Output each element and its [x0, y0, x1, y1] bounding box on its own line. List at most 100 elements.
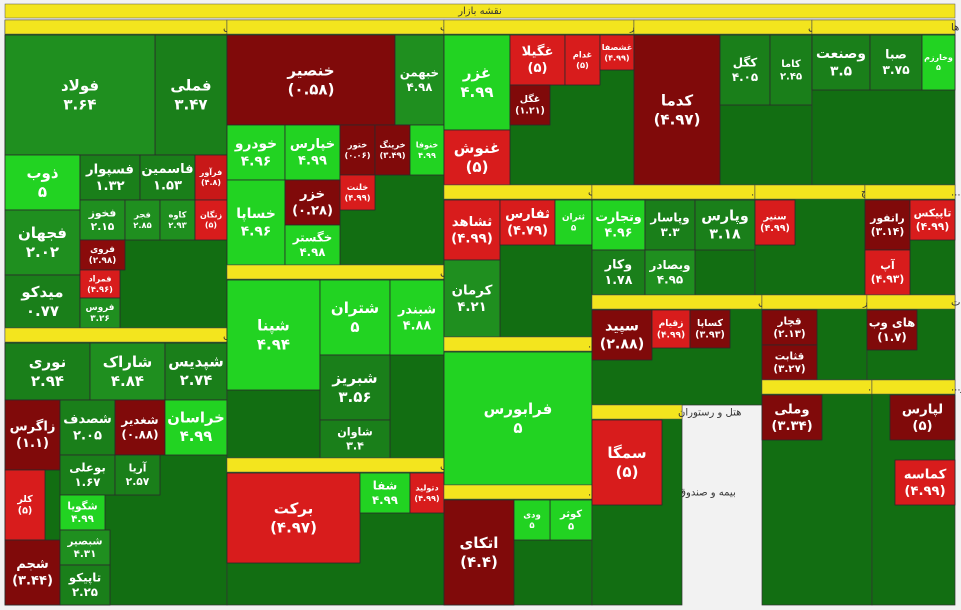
sector-name: هتل و رستوران — [678, 408, 741, 419]
tile — [319, 354, 391, 421]
tile-name: شجم — [16, 557, 49, 572]
tile-name: قچار — [777, 315, 802, 327]
tile-name: قثابت — [775, 350, 805, 362]
tile-name: سنیر — [762, 211, 786, 222]
tile — [591, 419, 663, 506]
tile-name: زقیام — [659, 319, 684, 329]
tile-name: شتران — [331, 299, 379, 317]
tile-change: (۵) — [466, 158, 489, 176]
tile — [443, 129, 511, 186]
sector: محصولات غذایی و آشامیدنی بجز قند و شکرغز… — [443, 19, 813, 186]
tile-change: ۳.۲۶ — [90, 314, 109, 324]
tile-name: خنصیر — [286, 62, 334, 80]
sector-header — [864, 184, 956, 200]
tile-name: تاپیکو — [68, 570, 101, 585]
tile — [509, 34, 566, 86]
tile-name: فروس — [86, 303, 115, 313]
tile-name: فرآور — [199, 167, 223, 177]
tile-change: ۴.۹۹ — [372, 493, 398, 507]
tile-name: خساپا — [236, 206, 276, 222]
tile-change: (۵) — [18, 506, 33, 517]
sector: هتل و رستوران سمگا(۵) — [591, 404, 741, 606]
sector-header — [591, 184, 756, 200]
tile-name: شفا — [373, 478, 397, 492]
tile-change: ۳.۳ — [660, 225, 680, 239]
tile-name: خلنت — [347, 182, 369, 192]
tile — [599, 34, 635, 71]
tile — [226, 124, 286, 181]
tile-change: ۲.۲۵ — [72, 585, 98, 599]
tile-change: (۴.۸) — [201, 178, 221, 187]
tile-name: وپاسار — [649, 210, 689, 225]
tile — [651, 309, 691, 349]
tile — [284, 124, 341, 181]
tile-change: (۲.۹۸) — [89, 256, 117, 266]
tile — [59, 564, 111, 606]
tile — [443, 199, 501, 261]
tile — [591, 199, 646, 251]
tile — [689, 309, 731, 349]
tile-name: برکت — [274, 500, 314, 518]
tile-name: کساپا — [697, 318, 723, 329]
tile-change: (۴.۹۹) — [904, 484, 945, 499]
tile — [513, 499, 551, 541]
tile — [59, 529, 111, 566]
sector-header — [754, 184, 866, 200]
tile-change: ۴.۳۱ — [74, 548, 97, 560]
map-title: نقشه بازار — [457, 6, 502, 17]
tile-change: (۴.۷۹) — [507, 224, 548, 239]
tile — [79, 297, 121, 329]
tile — [409, 472, 445, 514]
tile-change: ۴.۹۹ — [71, 513, 94, 525]
tile-change: ۲.۰۲ — [26, 243, 59, 261]
tile — [59, 454, 116, 496]
tile — [139, 154, 196, 201]
tile — [284, 179, 341, 226]
tile — [894, 459, 956, 506]
sector-header — [591, 404, 683, 420]
tile-name: وخارزم — [924, 53, 953, 62]
tile — [394, 34, 445, 126]
tile-change: (۳.۱۴) — [871, 225, 904, 238]
tile — [226, 279, 321, 391]
tile-name: ختور — [347, 140, 367, 151]
tile-name: شاراک — [103, 353, 153, 371]
tile-name: شپدیس — [168, 354, 223, 371]
tile — [154, 34, 228, 156]
tile-name: غگل — [520, 93, 541, 105]
tile-name: وپارس — [701, 208, 748, 224]
sector-name: مخابرات — [951, 298, 961, 309]
tile — [769, 34, 813, 106]
title-bar — [4, 3, 956, 19]
tile-name: ثفارس — [505, 207, 550, 222]
tile-name: کوثر — [559, 509, 582, 520]
tile-change: ۲.۱۵ — [91, 220, 115, 233]
sector: ساخت رادیو... لپارس(۵) کماسه(۴.۹۹) — [871, 379, 961, 606]
tile-change: (۵) — [912, 419, 932, 434]
tile-name: خراسان — [167, 410, 225, 427]
tile-change: ۴.۹۹ — [460, 83, 493, 101]
tile — [761, 309, 818, 346]
tile — [4, 154, 81, 211]
tile-name: ثشاهد — [452, 215, 493, 230]
tile — [114, 399, 166, 456]
tile-name: کگل — [733, 55, 758, 69]
tile — [4, 399, 61, 471]
tile-name: شاوان — [337, 425, 372, 438]
tile — [194, 199, 228, 241]
sector: مخابرات های وب(۱.۷) — [866, 294, 961, 381]
tile-change: (۵) — [205, 221, 217, 230]
tile-name: وکار — [604, 256, 632, 271]
tile — [644, 249, 696, 296]
tile — [4, 274, 81, 329]
sector-header — [226, 457, 445, 473]
tile — [226, 34, 396, 126]
tile-change: (۱.۷) — [877, 330, 907, 344]
tile-change: (۴.۹۹) — [760, 223, 790, 234]
tile-change: (۰.۲۸) — [292, 204, 333, 219]
tile-name: فسپوار — [85, 163, 134, 178]
tile — [164, 399, 228, 456]
tile — [4, 539, 61, 606]
tile — [754, 199, 796, 246]
